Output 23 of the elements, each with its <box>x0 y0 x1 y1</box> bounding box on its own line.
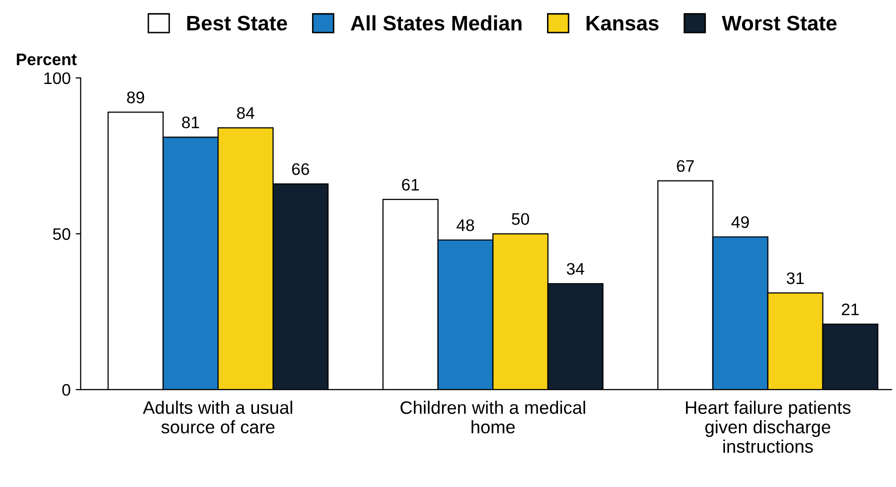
legend-label: All States Median <box>350 15 522 31</box>
data-label: 21 <box>842 303 859 316</box>
data-label: 61 <box>402 178 419 191</box>
x-tick-label: Heart failure patients given discharge instructions <box>686 400 850 453</box>
data-label: 84 <box>237 107 254 119</box>
data-label: 89 <box>127 92 144 104</box>
y-tick-label: 50 <box>53 228 70 240</box>
y-tick-label: 100 <box>44 72 70 84</box>
legend-label: Worst State <box>722 16 837 31</box>
y-tick-label: 0 <box>62 384 70 396</box>
data-label: 50 <box>512 213 530 225</box>
legend-label: Best State <box>187 16 288 31</box>
x-tick-label: Children with a medical home <box>400 400 586 434</box>
data-label: 49 <box>731 216 749 228</box>
data-label: 81 <box>182 116 200 128</box>
y-axis-title: Percent <box>16 54 77 66</box>
data-label: 34 <box>566 262 584 275</box>
data-label: 66 <box>292 163 310 176</box>
data-label: 67 <box>676 160 694 172</box>
x-tick-label: Adults with a usual source of care <box>142 400 292 434</box>
data-label: 31 <box>786 272 804 284</box>
data-label: 48 <box>456 219 474 232</box>
legend-label: Kansas <box>586 16 658 31</box>
